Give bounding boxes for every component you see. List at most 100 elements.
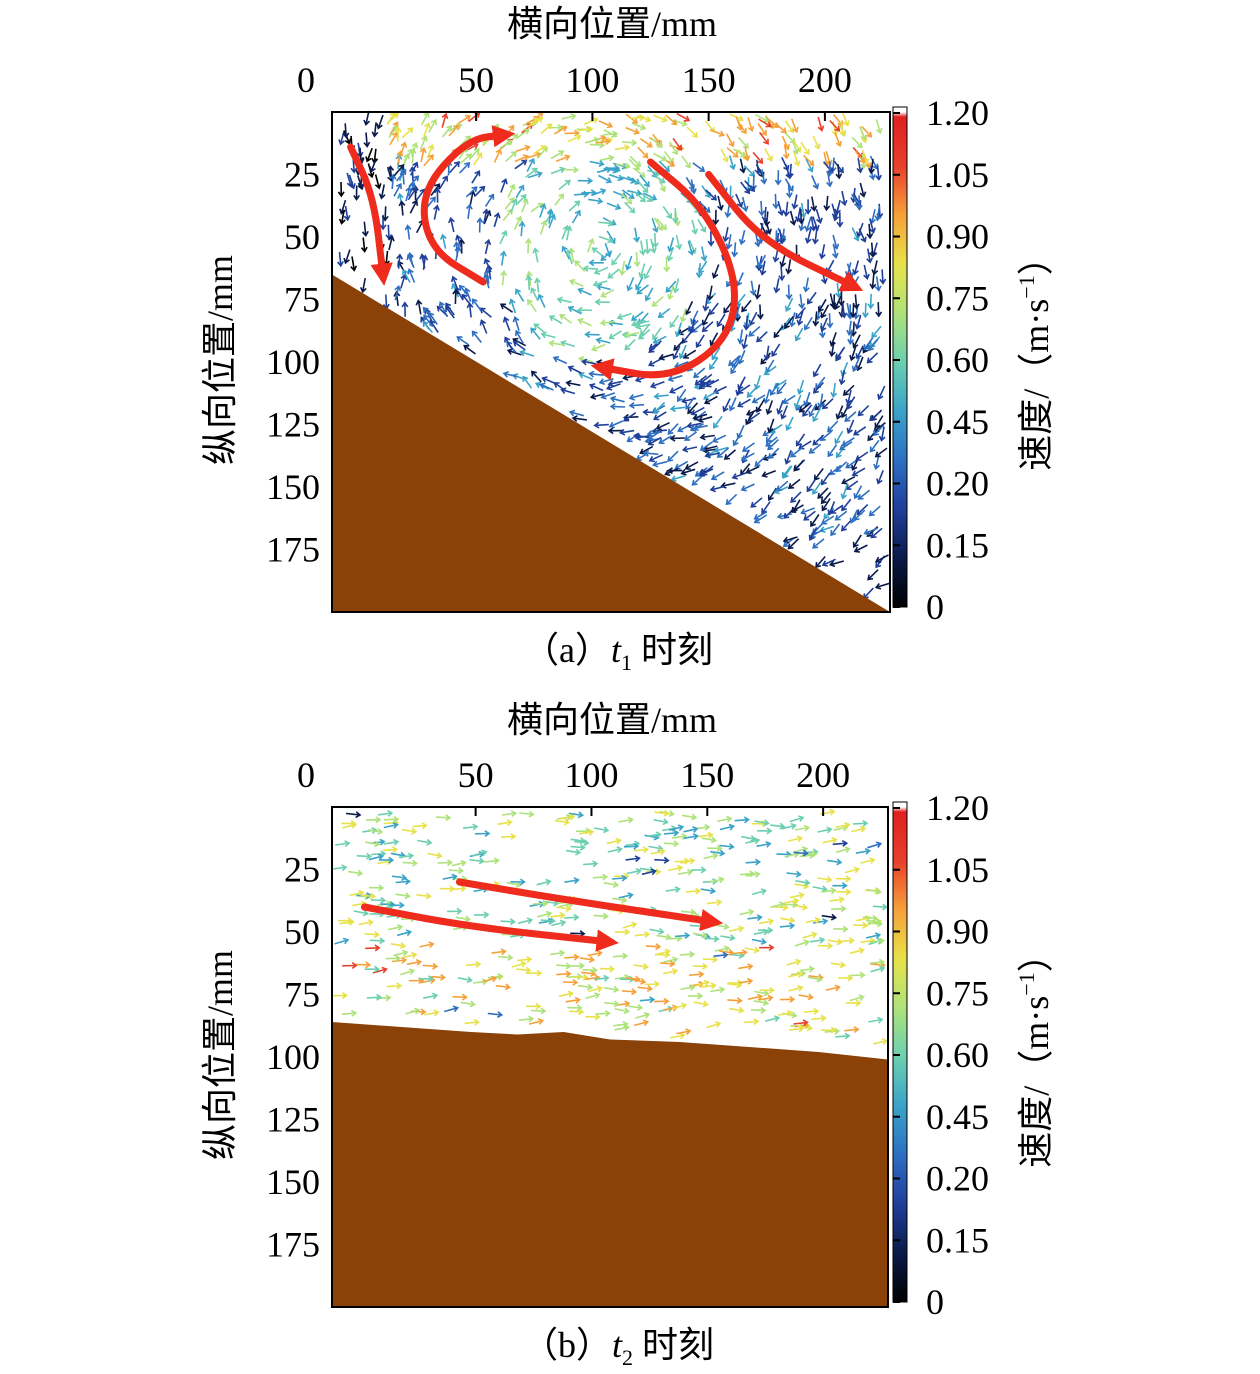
velocity-vector	[777, 200, 785, 217]
velocity-vector	[398, 200, 406, 216]
velocity-vector	[583, 860, 599, 868]
velocity-vector	[840, 303, 848, 319]
velocity-vector	[800, 141, 810, 156]
y-tick-labels: 25 50 75 100 125 150 175	[266, 850, 341, 1265]
velocity-vector	[750, 497, 763, 508]
x-ticks	[474, 807, 825, 816]
colorbar-gradient	[892, 106, 908, 608]
velocity-vector	[761, 501, 771, 515]
velocity-vector	[639, 996, 656, 1004]
velocity-vector	[561, 113, 577, 120]
velocity-vector	[455, 915, 471, 923]
velocity-vector	[527, 171, 543, 179]
velocity-vector	[407, 187, 418, 201]
velocity-vector	[618, 428, 635, 436]
velocity-vector	[685, 887, 702, 895]
velocity-vector	[584, 136, 601, 144]
velocity-vector	[789, 891, 805, 899]
velocity-vector	[684, 461, 699, 470]
velocity-vector	[817, 298, 827, 313]
velocity-vector	[658, 353, 674, 361]
velocity-vector	[358, 919, 374, 927]
velocity-vector	[396, 253, 404, 269]
velocity-vector	[514, 154, 530, 163]
velocity-vector	[736, 424, 745, 440]
velocity-vector	[761, 470, 776, 478]
velocity-vector	[796, 310, 804, 326]
velocity-vector	[678, 344, 687, 360]
velocity-vector	[854, 314, 862, 330]
velocity-vector	[747, 117, 755, 133]
velocity-vector	[389, 173, 397, 189]
velocity-vector	[664, 467, 679, 476]
panel-caption: （b）t2 时刻	[522, 1325, 714, 1370]
velocity-vector	[568, 200, 581, 212]
velocity-vector	[556, 905, 572, 912]
velocity-vector	[804, 228, 812, 244]
velocity-vector	[405, 1007, 421, 1015]
velocity-vector	[626, 867, 642, 875]
velocity-vector	[430, 973, 447, 981]
velocity-vector	[685, 396, 695, 410]
velocity-vector	[782, 465, 793, 479]
velocity-vector	[402, 859, 419, 867]
velocity-vector	[745, 411, 755, 426]
velocity-vector	[840, 190, 848, 207]
velocity-vector	[865, 932, 882, 940]
velocity-vector	[633, 227, 641, 243]
velocity-vector	[784, 297, 794, 312]
velocity-vector	[789, 210, 797, 226]
velocity-vector	[802, 404, 813, 417]
velocity-vector	[441, 112, 449, 128]
velocity-vector	[852, 534, 862, 548]
velocity-vector	[821, 558, 836, 567]
velocity-vector	[761, 206, 769, 223]
velocity-vector	[633, 251, 641, 268]
velocity-vector	[577, 287, 592, 296]
velocity-vector	[613, 1020, 629, 1028]
velocity-vector	[670, 1032, 686, 1040]
velocity-vector	[539, 203, 547, 218]
colorbar-tick-label: 0.90	[926, 912, 989, 952]
velocity-vector	[667, 450, 679, 463]
velocity-vector	[530, 287, 539, 302]
velocity-vector	[717, 815, 733, 823]
velocity-vector	[778, 229, 785, 245]
velocity-vector	[612, 896, 628, 904]
colorbar-tick-label: 0.60	[926, 340, 989, 380]
velocity-vector	[711, 346, 721, 361]
y-axis-title: 纵向位置/mm	[200, 950, 240, 1160]
velocity-vector	[648, 340, 662, 350]
velocity-vector	[658, 435, 672, 445]
velocity-vector	[639, 192, 653, 202]
velocity-vector	[753, 511, 768, 520]
velocity-vector	[602, 130, 619, 138]
velocity-vector	[363, 110, 371, 126]
velocity-vector	[621, 176, 637, 184]
velocity-vector	[869, 218, 876, 234]
velocity-vector	[789, 312, 796, 328]
velocity-vector	[364, 965, 381, 973]
velocity-vector	[741, 334, 749, 350]
velocity-vector	[846, 320, 854, 337]
velocity-vector	[590, 343, 606, 352]
velocity-vector	[443, 1005, 460, 1013]
velocity-vector	[419, 135, 428, 150]
velocity-vector	[484, 193, 495, 207]
x-tick-label: 150	[680, 755, 734, 795]
velocity-vector	[839, 441, 853, 451]
velocity-vector	[758, 994, 774, 1002]
velocity-vector	[725, 234, 733, 250]
velocity-vector	[794, 207, 802, 223]
velocity-vector	[625, 126, 640, 135]
velocity-vector	[672, 345, 681, 360]
velocity-vector	[360, 892, 377, 900]
velocity-vector	[793, 1019, 809, 1027]
velocity-vector	[672, 137, 683, 151]
velocity-vector	[811, 538, 825, 549]
velocity-vector	[532, 247, 540, 263]
velocity-vector	[793, 849, 809, 857]
velocity-vector	[702, 956, 719, 963]
velocity-vector	[648, 357, 663, 367]
velocity-vector	[734, 816, 750, 824]
